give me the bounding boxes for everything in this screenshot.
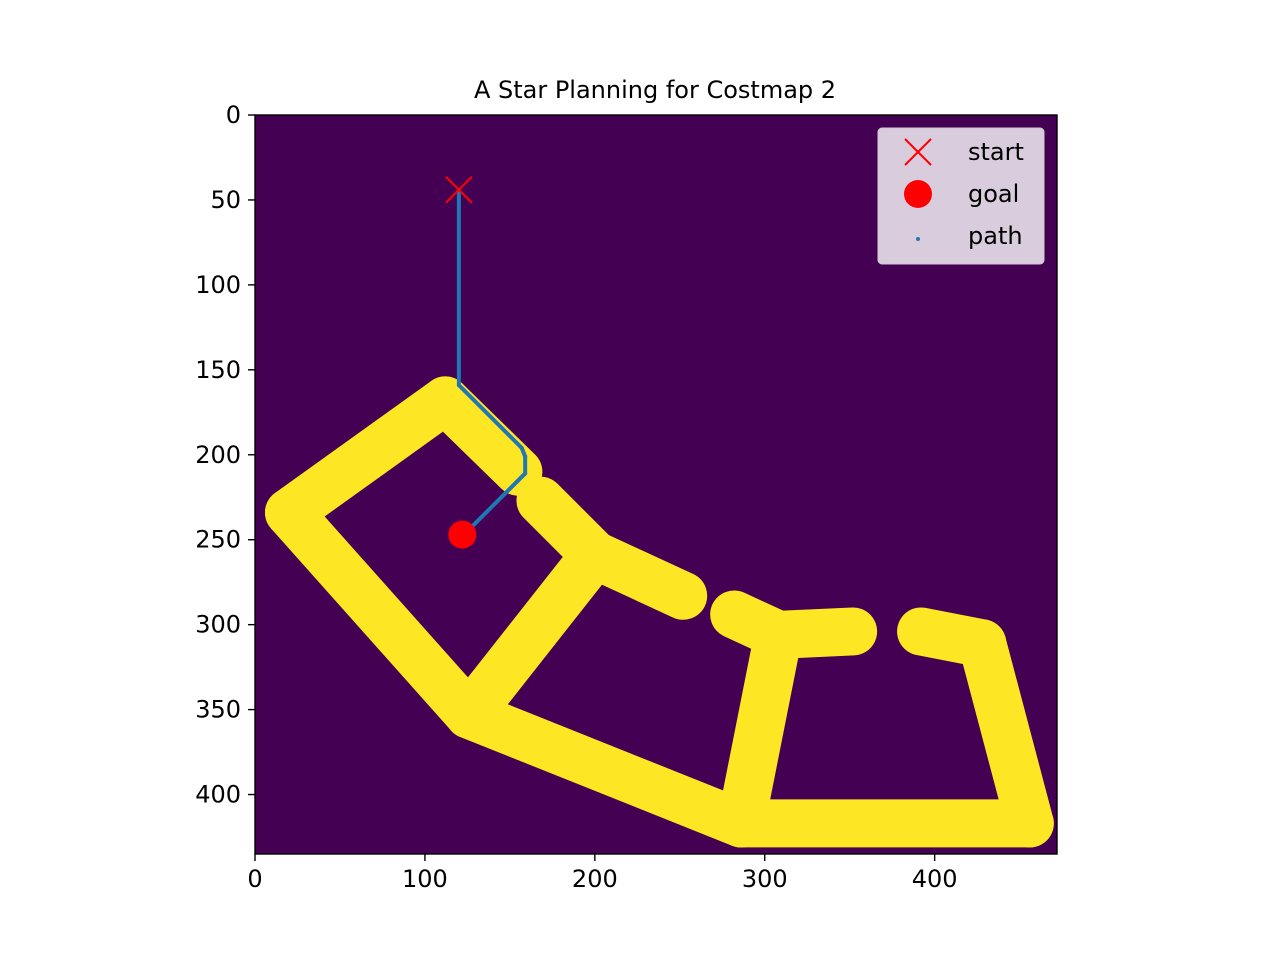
start-marker xyxy=(445,176,473,204)
legend-label-start: start xyxy=(968,138,1024,166)
y-tick-label-100: 100 xyxy=(195,271,241,299)
obstacle-segment-2 xyxy=(264,488,494,739)
y-tick-label-350: 350 xyxy=(195,696,241,724)
start-marker-stroke-2 xyxy=(445,176,473,204)
x-tick-label-400: 400 xyxy=(912,865,958,893)
y-axis: 0 50 100 150 200 250 300 350 400 xyxy=(195,101,255,809)
y-tick-label-300: 300 xyxy=(195,611,241,639)
obstacle-segment-9 xyxy=(897,607,1007,668)
path-point-5 xyxy=(473,520,478,525)
y-tick-label-400: 400 xyxy=(195,781,241,809)
obstacle-layer xyxy=(264,376,1054,848)
marker-layer xyxy=(445,176,477,549)
obstacle-segment-12 xyxy=(710,590,803,659)
obstacle-segment-5 xyxy=(570,531,708,620)
obstacle-segment-4 xyxy=(445,531,619,739)
y-tick-label-150: 150 xyxy=(195,356,241,384)
obstacle-segment-10 xyxy=(716,610,803,848)
x-tick-label-100: 100 xyxy=(402,865,448,893)
x-tick-label-0: 0 xyxy=(247,865,262,893)
path-point-4 xyxy=(523,471,528,476)
obstacle-segment-8 xyxy=(958,619,1054,848)
path-point-2 xyxy=(519,445,524,450)
legend: start goal path xyxy=(877,127,1045,265)
x-tick-label-200: 200 xyxy=(572,865,618,893)
legend-start-icon-stroke-2 xyxy=(904,138,932,166)
y-tick-label-250: 250 xyxy=(195,526,241,554)
y-tick-label-50: 50 xyxy=(210,186,241,214)
path-point-1 xyxy=(456,383,461,388)
legend-label-path: path xyxy=(968,222,1023,250)
legend-goal-icon xyxy=(904,180,932,208)
path-point-3 xyxy=(523,454,528,459)
goal-marker xyxy=(448,520,477,549)
plot-frame xyxy=(254,114,1058,855)
legend-path-icon xyxy=(916,237,920,241)
x-axis: 0 100 200 300 400 xyxy=(247,854,958,893)
legend-box xyxy=(877,127,1045,265)
chart-title: A Star Planning for Costmap 2 xyxy=(474,76,836,104)
x-tick-label-300: 300 xyxy=(742,865,788,893)
legend-label-goal: goal xyxy=(968,180,1019,208)
obstacle-segment-6 xyxy=(445,690,765,848)
obstacle-segment-1 xyxy=(264,376,470,537)
y-tick-label-0: 0 xyxy=(226,101,241,129)
y-tick-label-200: 200 xyxy=(195,441,241,469)
